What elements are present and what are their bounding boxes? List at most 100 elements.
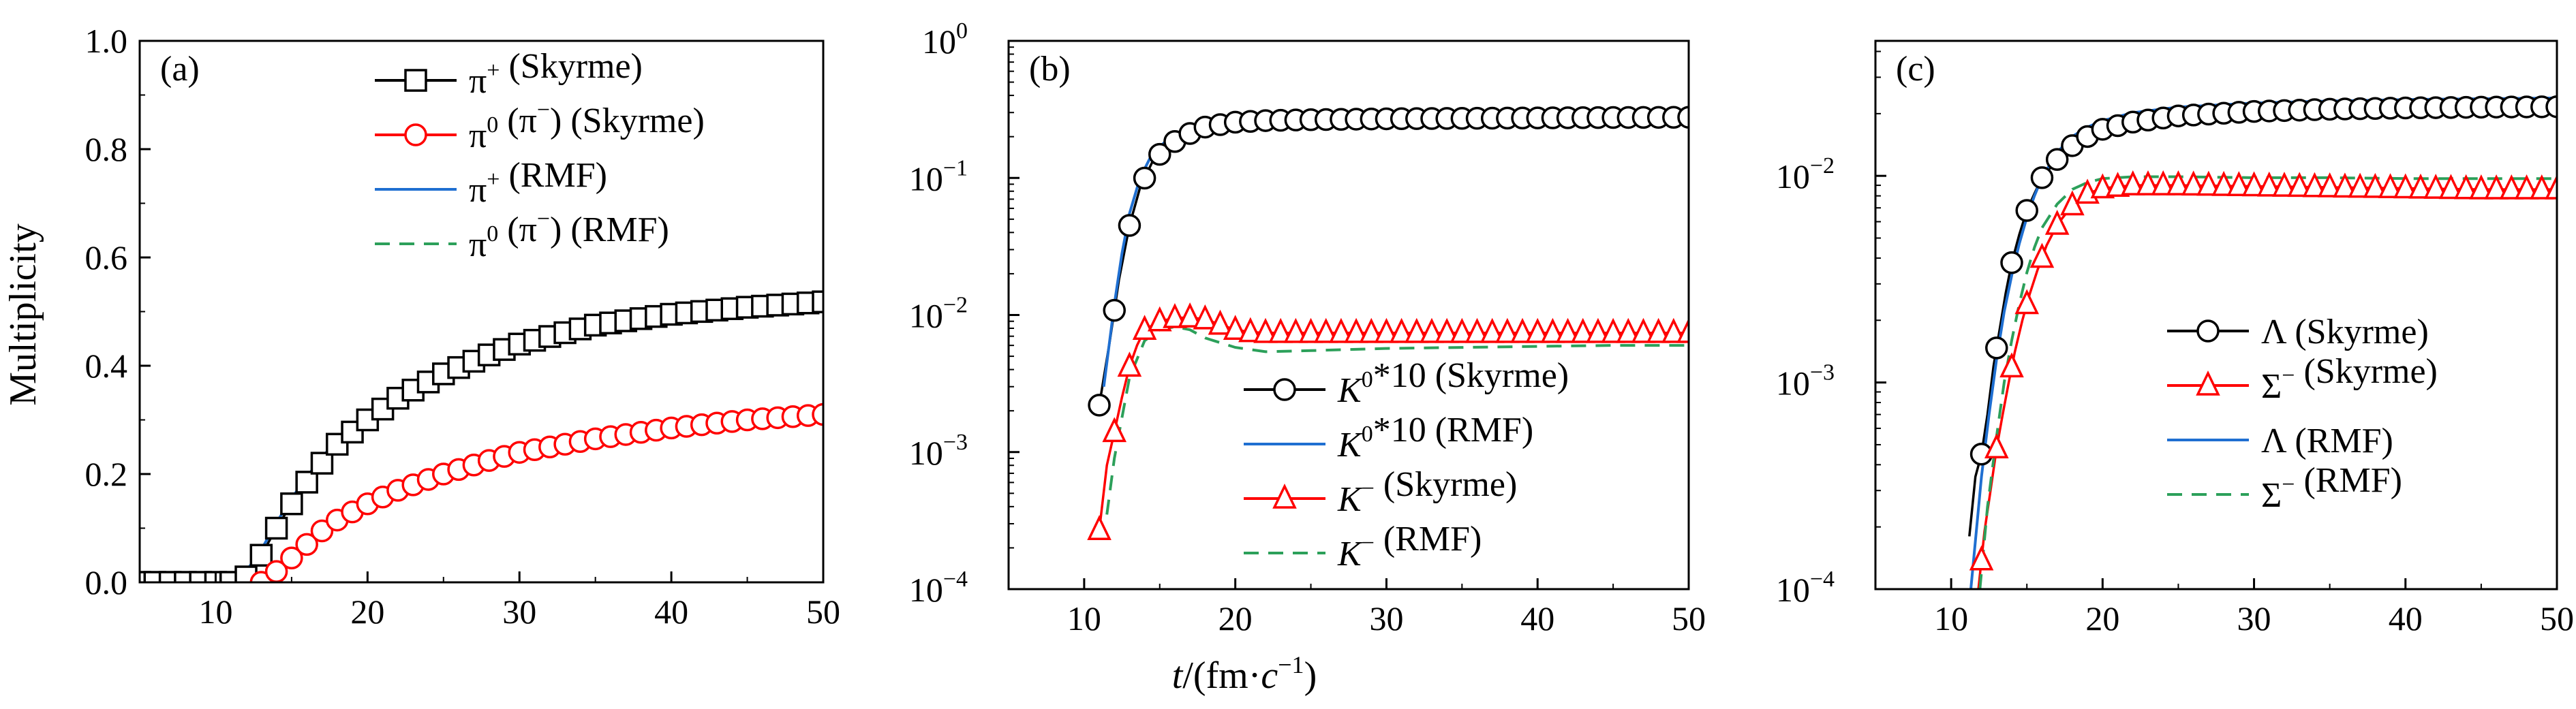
y-tick-label: 0.4 [85, 347, 128, 385]
marker-c-1 [2378, 173, 2403, 198]
marker-c-1 [2348, 172, 2372, 198]
legend-marker-c-0 [2196, 319, 2220, 343]
marker-c-0 [2545, 95, 2557, 119]
marker-b-2 [1178, 302, 1202, 328]
x-tick-label: 20 [350, 593, 384, 631]
x-tick-label: 50 [806, 593, 840, 631]
marker-c-1 [2423, 174, 2449, 199]
x-tick-label: 30 [502, 593, 536, 631]
marker-c-1 [2196, 170, 2221, 196]
marker-c-1 [2363, 172, 2388, 198]
marker-a-0 [280, 492, 303, 516]
plot-frame-c [1874, 40, 2558, 590]
marker-c-1 [1999, 352, 2024, 378]
marker-c-1 [2014, 289, 2040, 315]
marker-b-2 [1253, 317, 1278, 343]
x-title-t: t [1172, 655, 1184, 697]
panel-label-b: (b) [1029, 50, 1071, 89]
panel-a: 10 20 30 40 50 0.0 0.2 0.4 0.6 0.8 1.0 (a) π+ (Skyrm… [85, 22, 841, 631]
legend-label-a-3: π0 (π−) (RMF) [469, 206, 669, 264]
marker-b-2 [1329, 317, 1353, 343]
marker-b-2 [1450, 317, 1475, 343]
marker-c-1 [1969, 545, 1994, 571]
marker-b-2 [1570, 317, 1595, 343]
x-tick-label: 30 [2237, 599, 2271, 637]
panels: 10 20 30 40 50 0.0 0.2 0.4 0.6 0.8 1.0 (a) π+ (Skyrm… [85, 18, 2575, 637]
x-tick-label: 10 [198, 593, 232, 631]
x-tick-label: 50 [2540, 599, 2574, 637]
marker-b-2 [1616, 317, 1641, 343]
legend-label-a-2: π+ (RMF) [469, 156, 607, 210]
marker-b-2 [1298, 317, 1323, 343]
series-markers-c-1 [1969, 170, 2557, 571]
marker-b-2 [1405, 317, 1429, 343]
marker-b-2 [1420, 317, 1444, 343]
legend-label-b-1: K0*10 (RMF) [1337, 411, 1533, 464]
marker-c-1 [2484, 174, 2509, 200]
marker-c-1 [2044, 209, 2070, 235]
marker-c-1 [2181, 170, 2206, 196]
marker-b-2 [1510, 317, 1535, 343]
marker-c-1 [2302, 172, 2327, 198]
marker-b-0 [1103, 298, 1126, 322]
x-title-close: ) [1304, 655, 1317, 697]
legend-marker-b-2 [1272, 483, 1297, 509]
marker-b-2 [1374, 317, 1399, 343]
panel-label-a: (a) [160, 50, 200, 89]
marker-c-1 [1984, 433, 2009, 459]
marker-b-2 [1495, 317, 1520, 343]
marker-c-1 [2166, 170, 2191, 195]
y-tick-label: 10−2 [909, 293, 968, 335]
panel-b: 10 20 30 40 50 10−4 10−3 10−2 10−1 100 (b) K0*10 (S… [909, 18, 1706, 637]
marker-b-0 [1677, 106, 1689, 129]
marker-a-1 [812, 403, 823, 426]
marker-b-0 [1133, 166, 1156, 190]
plot-area-b [1087, 106, 1689, 540]
legend-b: K0*10 (Skyrme)K0*10 (RMF)K− (Skyrme)K− (… [1244, 356, 1569, 573]
marker-b-2 [1087, 515, 1111, 540]
marker-b-2 [1676, 317, 1689, 343]
marker-c-0 [1985, 336, 2008, 360]
marker-b-2 [1163, 302, 1187, 328]
marker-a-0 [310, 452, 334, 475]
y-tick-label: 0.8 [85, 130, 128, 168]
x-title-sup: −1 [1278, 651, 1304, 678]
legend-label-a-1: π0 (π−) (Skyrme) [469, 97, 705, 155]
y-tick-label: 0.2 [85, 455, 128, 493]
x-tick-label: 20 [1218, 599, 1253, 637]
legend-label-b-3: K− (RMF) [1337, 520, 1482, 573]
panel-c: 10 20 30 40 50 10−4 10−3 10−2 (c) Λ (Skyrme)Σ− (S… [1776, 40, 2574, 637]
y-tick-label: 100 [922, 18, 968, 61]
marker-b-0 [1088, 394, 1111, 417]
marker-a-0 [249, 543, 273, 567]
marker-c-1 [2241, 171, 2267, 197]
marker-c-1 [2317, 172, 2342, 198]
marker-a-1 [280, 546, 303, 569]
marker-c-1 [2211, 170, 2236, 196]
marker-c-0 [2000, 251, 2023, 274]
legend-marker-a-1 [404, 123, 427, 146]
marker-b-0 [1148, 142, 1171, 166]
y-tick-label: 0.0 [85, 563, 128, 601]
y-tick-label: 0.6 [85, 238, 128, 277]
marker-b-2 [1435, 317, 1459, 343]
y-tick-label: 1.0 [85, 22, 128, 60]
legend-label-b-2: K− (Skyrme) [1337, 465, 1517, 519]
legend-label-b-0: K0*10 (Skyrme) [1337, 356, 1569, 410]
series-markers-b-0 [1088, 106, 1689, 417]
y-tick-label: 10−3 [909, 430, 968, 472]
marker-c-1 [2151, 170, 2176, 195]
marker-c-1 [2469, 174, 2494, 200]
marker-c-0 [2015, 199, 2038, 222]
marker-a-0 [264, 516, 288, 540]
x-tick-label: 10 [1067, 599, 1101, 637]
marker-b-2 [1586, 317, 1610, 343]
x-tick-label: 20 [2085, 599, 2119, 637]
series-line-c-1 [1977, 184, 2557, 589]
x-tick-label: 40 [654, 593, 688, 631]
marker-b-2 [1359, 317, 1384, 343]
marker-b-2 [1646, 317, 1671, 343]
legend-label-c-3: Σ− (RMF) [2261, 461, 2402, 515]
marker-c-1 [2226, 171, 2252, 196]
